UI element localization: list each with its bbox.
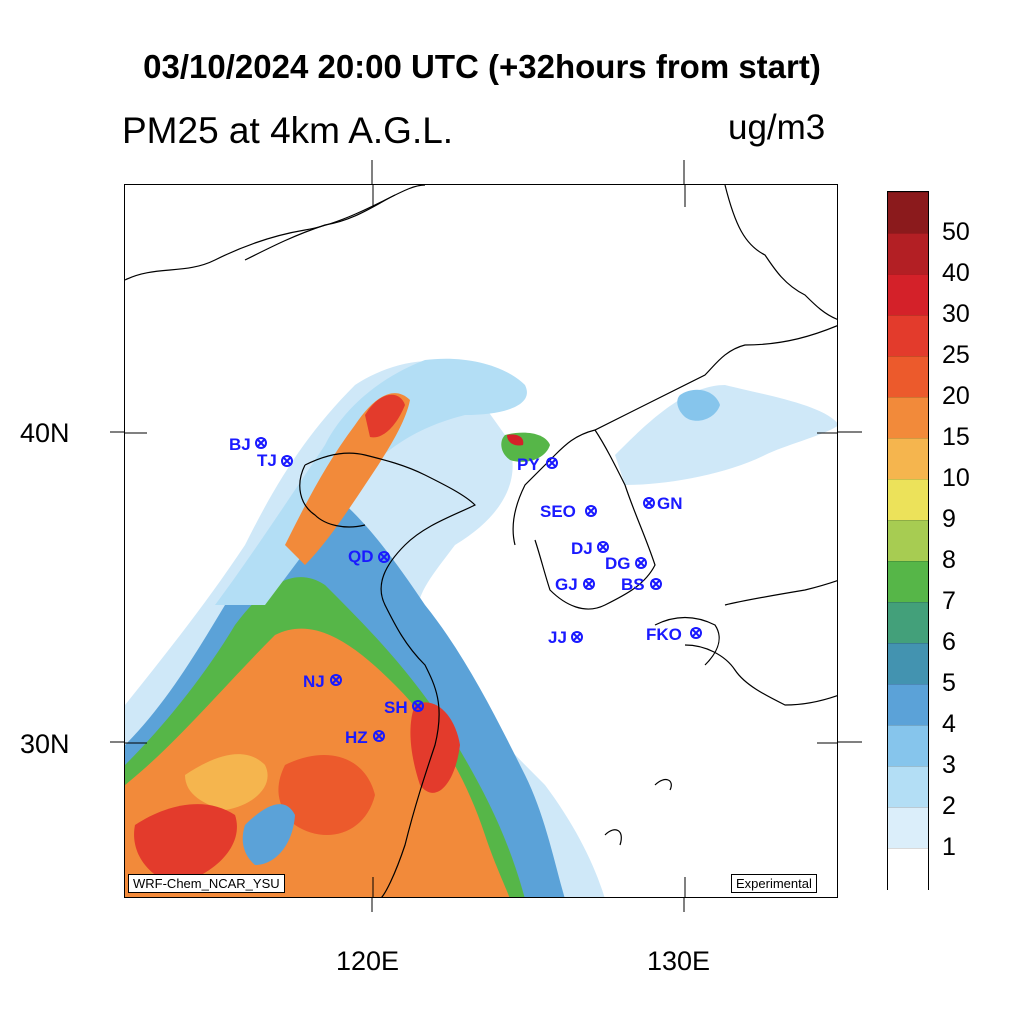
station-marker-bj bbox=[255, 437, 267, 449]
station-label-qd: QD bbox=[348, 547, 374, 566]
field-red-1 bbox=[134, 804, 237, 885]
station-marker-hz bbox=[373, 730, 385, 742]
station-marker-seo bbox=[585, 505, 597, 517]
legend-label-40: 40 bbox=[942, 259, 970, 287]
experimental-badge: Experimental bbox=[731, 874, 817, 893]
legend-label-7: 7 bbox=[942, 587, 956, 615]
station-marker-dg bbox=[635, 557, 647, 569]
legend-label-3: 3 bbox=[942, 751, 956, 779]
legend-label-20: 20 bbox=[942, 382, 970, 410]
map-panel: BJ TJ PY SEO GN QD DJ DG GJ BS JJ FKO NJ… bbox=[124, 184, 838, 898]
station-label-gj: GJ bbox=[555, 575, 578, 594]
plume-north-red bbox=[365, 394, 405, 438]
station-marker-gn bbox=[643, 497, 655, 509]
station-marker-py bbox=[546, 457, 558, 469]
field-red-3 bbox=[410, 702, 460, 793]
map-title: 03/10/2024 20:00 UTC (+32hours from star… bbox=[143, 48, 821, 85]
station-label-dj: DJ bbox=[571, 539, 593, 558]
concentration-field bbox=[125, 358, 837, 897]
coastlines bbox=[125, 185, 837, 897]
station-label-py: PY bbox=[517, 455, 540, 474]
model-credit: WRF-Chem_NCAR_YSU bbox=[128, 874, 285, 893]
station-marker-dj bbox=[597, 541, 609, 553]
station-marker-sh bbox=[412, 700, 424, 712]
plume-east bbox=[615, 385, 837, 485]
plume-east-core bbox=[677, 389, 720, 421]
station-label-fko: FKO bbox=[646, 625, 682, 644]
station-label-nj: NJ bbox=[303, 672, 325, 691]
legend-swatch-10 bbox=[888, 602, 928, 644]
legend-swatch-14 bbox=[888, 766, 928, 808]
legend-swatch-4 bbox=[888, 356, 928, 398]
station-label-tj: TJ bbox=[257, 451, 277, 470]
legend-swatch-7 bbox=[888, 479, 928, 521]
station-label-bs: BS bbox=[621, 575, 645, 594]
legend-swatch-5 bbox=[888, 397, 928, 439]
legend-swatch-11 bbox=[888, 643, 928, 685]
legend-label-30: 30 bbox=[942, 300, 970, 328]
legend-label-10: 10 bbox=[942, 464, 970, 492]
legend-swatch-0 bbox=[888, 192, 928, 234]
legend-label-6: 6 bbox=[942, 628, 956, 656]
legend-swatch-13 bbox=[888, 725, 928, 767]
station-label-gn: GN bbox=[657, 494, 683, 513]
field-yellow-patch bbox=[185, 754, 268, 810]
station-marker-jj bbox=[571, 631, 583, 643]
legend-swatch-8 bbox=[888, 520, 928, 562]
legend-label-25: 25 bbox=[942, 341, 970, 369]
station-marker-fko bbox=[690, 627, 702, 639]
tick-marks bbox=[125, 185, 837, 897]
legend-swatch-3 bbox=[888, 315, 928, 357]
station-marker-nj bbox=[330, 674, 342, 686]
legend-swatch-6 bbox=[888, 438, 928, 480]
legend-label-8: 8 bbox=[942, 546, 956, 574]
station-label-jj: JJ bbox=[548, 628, 567, 647]
station-label-bj: BJ bbox=[229, 435, 251, 454]
legend-label-1: 1 bbox=[942, 833, 956, 861]
plume-sw-blue bbox=[242, 804, 295, 865]
station-marker-qd bbox=[378, 551, 390, 563]
y-label-30n: 30N bbox=[20, 729, 70, 759]
station-label-sh: SH bbox=[384, 698, 408, 717]
legend-swatch-12 bbox=[888, 684, 928, 726]
color-legend bbox=[887, 191, 929, 890]
legend-swatch-9 bbox=[888, 561, 928, 603]
station-marker-bs bbox=[650, 578, 662, 590]
field-red-2 bbox=[278, 755, 375, 835]
legend-label-4: 4 bbox=[942, 710, 956, 738]
variable-label: PM25 at 4km A.G.L. bbox=[122, 110, 454, 151]
legend-swatch-15 bbox=[888, 807, 928, 849]
units-label: ug/m3 bbox=[728, 108, 826, 147]
station-label-hz: HZ bbox=[345, 728, 368, 747]
y-label-40n: 40N bbox=[20, 418, 70, 448]
plume-korea-red bbox=[507, 434, 524, 446]
station-label-seo: SEO bbox=[540, 502, 576, 521]
legend-label-15: 15 bbox=[942, 423, 970, 451]
station-marker-gj bbox=[583, 578, 595, 590]
x-label-120e: 120E bbox=[336, 946, 400, 976]
legend-swatch-2 bbox=[888, 274, 928, 316]
legend-label-5: 5 bbox=[942, 669, 956, 697]
station-marker-tj bbox=[281, 455, 293, 467]
legend-label-2: 2 bbox=[942, 792, 956, 820]
legend-swatch-16 bbox=[888, 848, 928, 890]
station-label-dg: DG bbox=[605, 554, 631, 573]
x-label-130e: 130E bbox=[647, 946, 711, 976]
legend-swatch-1 bbox=[888, 233, 928, 275]
map-svg bbox=[125, 185, 837, 897]
legend-label-9: 9 bbox=[942, 505, 956, 533]
legend-label-50: 50 bbox=[942, 218, 970, 246]
